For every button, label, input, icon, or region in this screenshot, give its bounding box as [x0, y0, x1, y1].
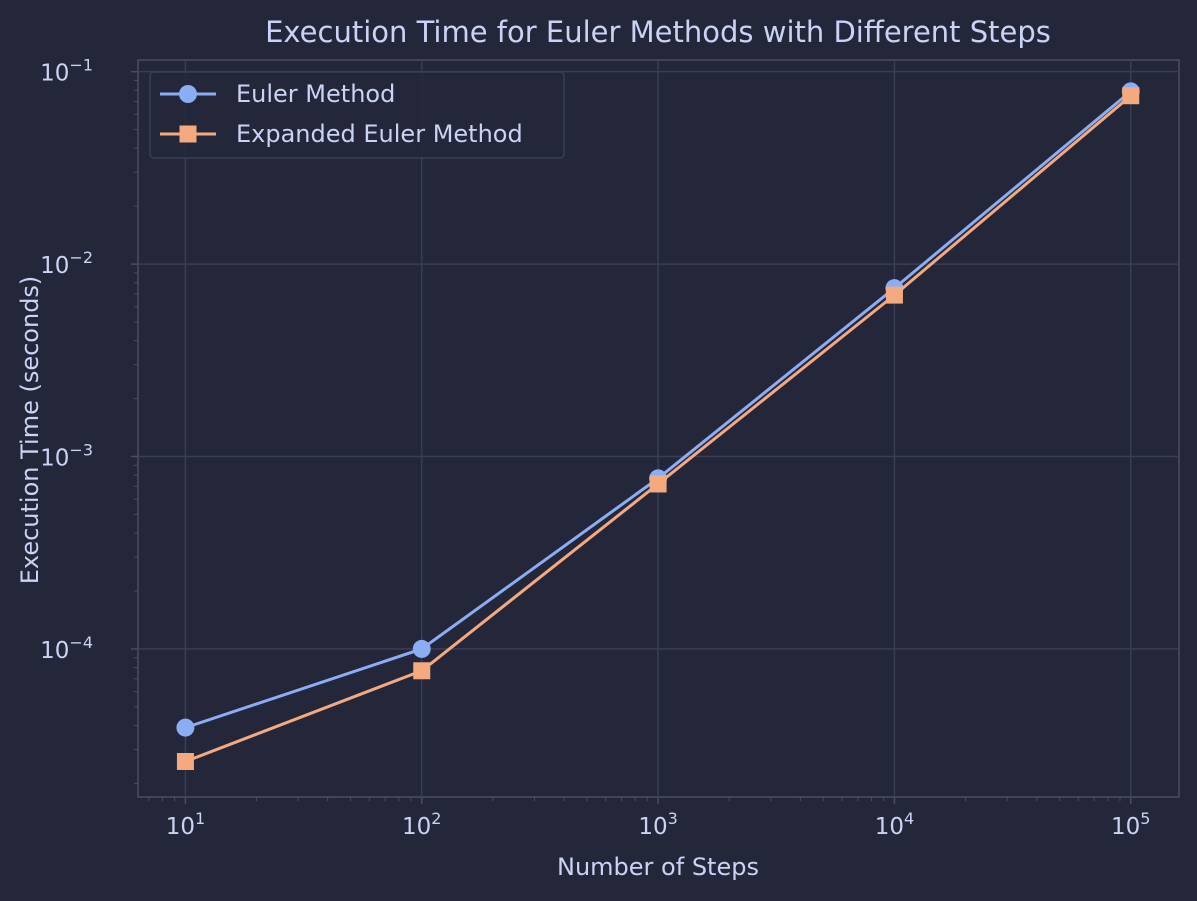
legend-marker-1	[179, 85, 197, 103]
legend: Euler Method Expanded Euler Method	[149, 71, 565, 159]
series-2-point	[649, 475, 667, 493]
series-2-point	[413, 662, 431, 680]
y-axis-label: Execution Time (seconds)	[16, 276, 44, 585]
legend-box	[149, 71, 565, 159]
x-tick-label: 103	[638, 809, 677, 840]
x-tick-label: 101	[166, 809, 205, 840]
x-tick-label: 104	[875, 809, 914, 840]
chart-title: Execution Time for Euler Methods with Di…	[265, 15, 1051, 49]
y-tick-label: 10−2	[40, 248, 93, 279]
y-tick-label: 10−4	[40, 633, 93, 664]
series-2-point	[885, 286, 903, 304]
x-tick-label: 105	[1111, 809, 1150, 840]
series-2-point	[1122, 87, 1140, 105]
y-tick-label: 10−3	[40, 441, 93, 472]
x-axis-label: Number of Steps	[557, 853, 759, 881]
series-1-point	[412, 639, 431, 658]
legend-label-2: Expanded Euler Method	[236, 120, 523, 148]
series-1-point	[176, 718, 195, 737]
legend-label-1: Euler Method	[236, 80, 395, 108]
series-2-point	[176, 752, 194, 770]
plot-area: 101 102 103 104 105 10−4 10−3 10−2 10−1	[40, 56, 1180, 840]
y-tick-label: 10−1	[40, 56, 93, 87]
x-tick-label: 102	[402, 809, 441, 840]
legend-marker-2	[179, 125, 197, 143]
